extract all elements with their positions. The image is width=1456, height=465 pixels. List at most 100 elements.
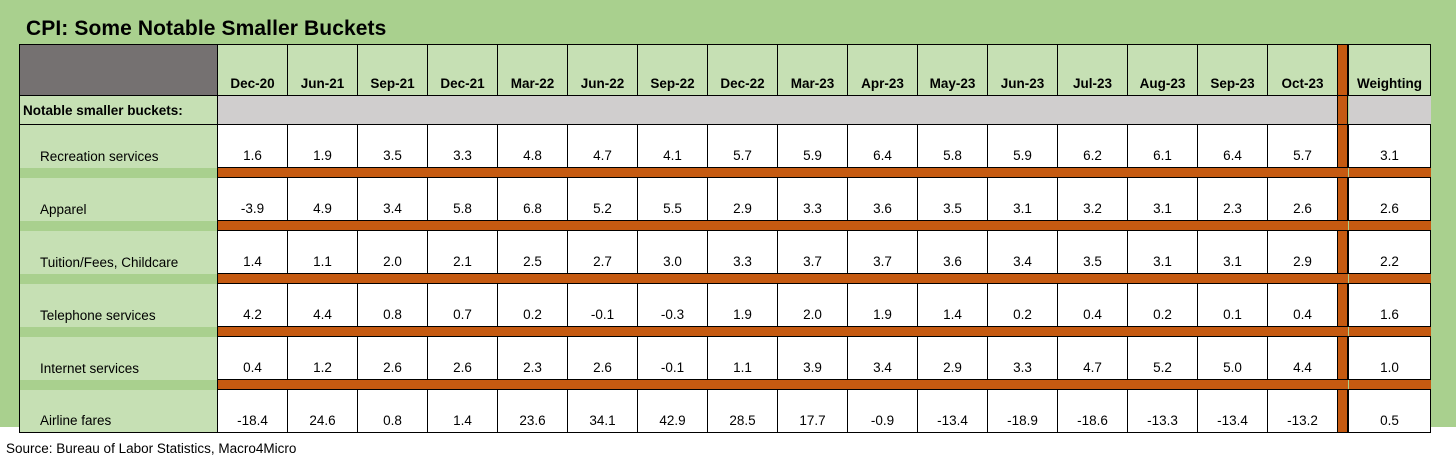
- value-cell: 4.1: [637, 124, 708, 168]
- cpi-table-container: Dec-20 Jun-21 Sep-21 Dec-21 Mar-22 Jun-22 Sep-…: [19, 44, 1431, 433]
- label-separator-cell: [19, 379, 218, 390]
- row-separator: [19, 220, 1431, 231]
- value-cell: 3.5: [357, 124, 428, 168]
- value-cell: 1.9: [847, 283, 918, 327]
- value-cell: 6.8: [497, 177, 568, 221]
- value-cell: 0.4: [1057, 283, 1128, 327]
- value-cell: 17.7: [777, 389, 848, 433]
- value-cell: 3.3: [777, 177, 848, 221]
- header-corner-cell: [19, 44, 218, 96]
- section-gray-band: [1348, 95, 1431, 125]
- value-cell: 5.7: [707, 124, 778, 168]
- value-cell: 1.1: [287, 230, 358, 274]
- value-cell: 24.6: [287, 389, 358, 433]
- value-cell: 4.2: [217, 283, 288, 327]
- column-header: Sep-23: [1197, 44, 1268, 96]
- value-cell: 3.4: [987, 230, 1058, 274]
- column-header: Dec-20: [217, 44, 288, 96]
- value-cell: 3.7: [847, 230, 918, 274]
- orange-separator-band: [1348, 220, 1431, 231]
- value-cell: 0.1: [1197, 283, 1268, 327]
- value-cell: 0.4: [1267, 283, 1338, 327]
- table-row: Tuition/Fees, Childcare 1.4 1.1 2.0 2.1 2.5 2.…: [19, 230, 1431, 274]
- weighting-cell: 1.0: [1348, 336, 1431, 380]
- row-label: Tuition/Fees, Childcare: [19, 230, 218, 274]
- value-cell: -18.9: [987, 389, 1058, 433]
- table-row: Telephone services 4.2 4.4 0.8 0.7 0.2 -0.1 -0.…: [19, 283, 1431, 327]
- column-header: Jun-23: [987, 44, 1058, 96]
- column-header: May-23: [917, 44, 988, 96]
- value-cell: 3.1: [987, 177, 1058, 221]
- page-title: CPI: Some Notable Smaller Buckets: [26, 17, 387, 40]
- value-cell: -18.4: [217, 389, 288, 433]
- column-header: Dec-21: [427, 44, 498, 96]
- value-cell: 5.0: [1197, 336, 1268, 380]
- column-header: Jun-22: [567, 44, 638, 96]
- column-header: Sep-21: [357, 44, 428, 96]
- orange-separator-band: [217, 326, 1348, 337]
- vertical-separator: [1337, 124, 1348, 168]
- source-note: Source: Bureau of Labor Statistics, Macr…: [6, 441, 297, 456]
- value-cell: 5.9: [987, 124, 1058, 168]
- orange-separator-band: [217, 273, 1348, 284]
- value-cell: 2.6: [427, 336, 498, 380]
- vertical-separator: [1337, 389, 1348, 433]
- value-cell: 5.9: [777, 124, 848, 168]
- weighting-cell: 2.6: [1348, 177, 1431, 221]
- column-header: Mar-23: [777, 44, 848, 96]
- value-cell: 1.9: [287, 124, 358, 168]
- value-cell: 1.4: [917, 283, 988, 327]
- weighting-cell: 1.6: [1348, 283, 1431, 327]
- value-cell: -13.3: [1127, 389, 1198, 433]
- column-header: Aug-23: [1127, 44, 1198, 96]
- value-cell: -0.3: [637, 283, 708, 327]
- gap-cell: [1347, 95, 1349, 125]
- value-cell: 1.6: [217, 124, 288, 168]
- value-cell: 2.9: [1267, 230, 1338, 274]
- value-cell: 0.7: [427, 283, 498, 327]
- row-separator: [19, 167, 1431, 178]
- value-cell: 6.4: [847, 124, 918, 168]
- value-cell: 2.6: [1267, 177, 1338, 221]
- value-cell: 1.9: [707, 283, 778, 327]
- value-cell: -0.1: [567, 283, 638, 327]
- value-cell: 3.3: [707, 230, 778, 274]
- value-cell: 3.1: [1127, 230, 1198, 274]
- weighting-cell: 2.2: [1348, 230, 1431, 274]
- table-row: Apparel -3.9 4.9 3.4 5.8 6.8 5.2 5.5 2.9 3.3 3.6 3.…: [19, 177, 1431, 221]
- orange-separator-band: [1348, 273, 1431, 284]
- value-cell: 2.1: [427, 230, 498, 274]
- value-cell: 0.2: [1127, 283, 1198, 327]
- value-cell: 3.3: [427, 124, 498, 168]
- value-cell: 3.5: [917, 177, 988, 221]
- label-separator-cell: [19, 220, 218, 231]
- value-cell: 1.4: [217, 230, 288, 274]
- section-gray-band: [217, 95, 1338, 125]
- column-header: Jun-21: [287, 44, 358, 96]
- value-cell: 2.0: [777, 283, 848, 327]
- gap-cell: [1347, 379, 1349, 390]
- value-cell: 2.9: [707, 177, 778, 221]
- value-cell: 6.1: [1127, 124, 1198, 168]
- value-cell: 2.6: [357, 336, 428, 380]
- value-cell: 3.9: [777, 336, 848, 380]
- value-cell: -13.2: [1267, 389, 1338, 433]
- vertical-separator: [1337, 95, 1348, 125]
- value-cell: -0.1: [637, 336, 708, 380]
- table-row: Internet services 0.4 1.2 2.6 2.6 2.3 2.6 -0.1 1…: [19, 336, 1431, 380]
- column-header: Dec-22: [707, 44, 778, 96]
- value-cell: 0.4: [217, 336, 288, 380]
- row-separator: [19, 326, 1431, 337]
- column-header: Apr-23: [847, 44, 918, 96]
- section-row: Notable smaller buckets:: [19, 95, 1431, 125]
- column-header: Mar-22: [497, 44, 568, 96]
- header-row: Dec-20 Jun-21 Sep-21 Dec-21 Mar-22 Jun-22 Sep-…: [19, 44, 1431, 96]
- gap-cell: [1347, 167, 1349, 178]
- value-cell: 3.4: [847, 336, 918, 380]
- value-cell: 2.3: [497, 336, 568, 380]
- vertical-separator: [1337, 336, 1348, 380]
- value-cell: 5.8: [917, 124, 988, 168]
- value-cell: 2.3: [1197, 177, 1268, 221]
- column-header: Jul-23: [1057, 44, 1128, 96]
- row-label: Apparel: [19, 177, 218, 221]
